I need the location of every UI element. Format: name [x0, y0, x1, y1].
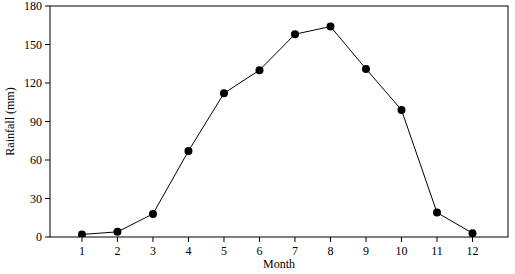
x-tick: [223, 237, 224, 242]
x-tick-label: 7: [292, 244, 298, 258]
x-tick-label: 9: [363, 244, 369, 258]
x-tick: [259, 237, 260, 242]
x-tick-label: 1: [79, 244, 85, 258]
y-tick-label: 120: [24, 76, 42, 90]
x-tick-label: 11: [431, 244, 443, 258]
y-tick-label: 60: [30, 153, 42, 167]
y-tick: [45, 83, 50, 84]
x-tick-label: 12: [466, 244, 478, 258]
x-tick-label: 4: [185, 244, 191, 258]
x-tick: [365, 237, 366, 242]
x-tick: [436, 237, 437, 242]
plot-area: [78, 23, 477, 237]
data-point: [78, 230, 86, 237]
data-point: [433, 209, 441, 217]
x-tick-label: 8: [327, 244, 333, 258]
y-tick: [45, 160, 50, 161]
x-tick: [472, 237, 473, 242]
x-tick: [117, 237, 118, 242]
chart-svg: 0306090120150180123456789101112MonthRain…: [0, 0, 515, 274]
data-point: [362, 65, 370, 73]
data-point: [255, 66, 263, 74]
y-tick-label: 0: [36, 230, 42, 244]
x-tick-label: 10: [395, 244, 407, 258]
y-tick: [45, 198, 50, 199]
x-tick-label: 5: [221, 244, 227, 258]
x-tick-label: 3: [150, 244, 156, 258]
chart-container: 0306090120150180123456789101112MonthRain…: [0, 0, 515, 274]
y-tick-label: 30: [30, 192, 42, 206]
y-tick-label: 180: [24, 0, 42, 13]
data-point: [291, 30, 299, 38]
x-tick: [188, 237, 189, 242]
data-point: [184, 147, 192, 155]
x-tick: [330, 237, 331, 242]
y-tick: [45, 237, 50, 238]
data-point: [149, 210, 157, 218]
x-tick-label: 2: [114, 244, 120, 258]
data-point: [113, 228, 121, 236]
y-axis-label: Rainfall (mm): [3, 87, 17, 155]
plot-frame: [50, 6, 508, 237]
data-point: [468, 229, 476, 237]
x-tick-label: 6: [256, 244, 262, 258]
y-tick: [45, 44, 50, 45]
y-tick: [45, 6, 50, 7]
data-point: [326, 23, 334, 31]
data-point: [397, 106, 405, 114]
x-tick: [81, 237, 82, 242]
y-tick-label: 150: [24, 38, 42, 52]
x-tick: [152, 237, 153, 242]
x-tick: [294, 237, 295, 242]
data-line: [82, 27, 473, 235]
y-tick: [45, 121, 50, 122]
x-axis-label: Month: [263, 257, 295, 271]
x-tick: [401, 237, 402, 242]
data-point: [220, 89, 228, 97]
y-tick-label: 90: [30, 115, 42, 129]
